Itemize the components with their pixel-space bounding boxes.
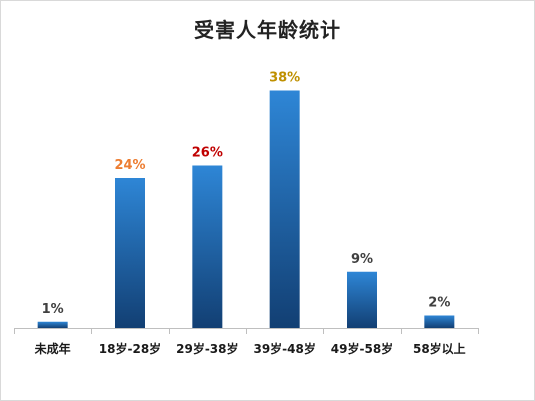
- data-label-3: 38%: [269, 71, 300, 86]
- data-label-2: 26%: [192, 146, 223, 161]
- bar-0: [37, 321, 68, 328]
- data-label-1: 24%: [114, 158, 145, 173]
- data-label-5: 2%: [428, 296, 450, 311]
- bar-1: [115, 178, 145, 328]
- bar-5: [424, 315, 455, 328]
- data-label-0: 1%: [42, 302, 64, 317]
- x-tick-label-2: 29岁-38岁: [176, 341, 238, 356]
- x-tick-label-1: 18岁-28岁: [99, 341, 161, 356]
- x-tick-label-0: 未成年: [34, 341, 71, 356]
- chart-title: 受害人年龄统计: [194, 18, 341, 42]
- bar-3: [269, 90, 300, 328]
- bar-4: [347, 271, 377, 328]
- data-label-4: 9%: [351, 252, 373, 267]
- x-tick-label-5: 58岁以上: [413, 341, 466, 356]
- x-tick-label-3: 39岁-48岁: [253, 341, 315, 356]
- bar-2: [192, 165, 223, 328]
- x-tick-label-4: 49岁-58岁: [331, 341, 393, 356]
